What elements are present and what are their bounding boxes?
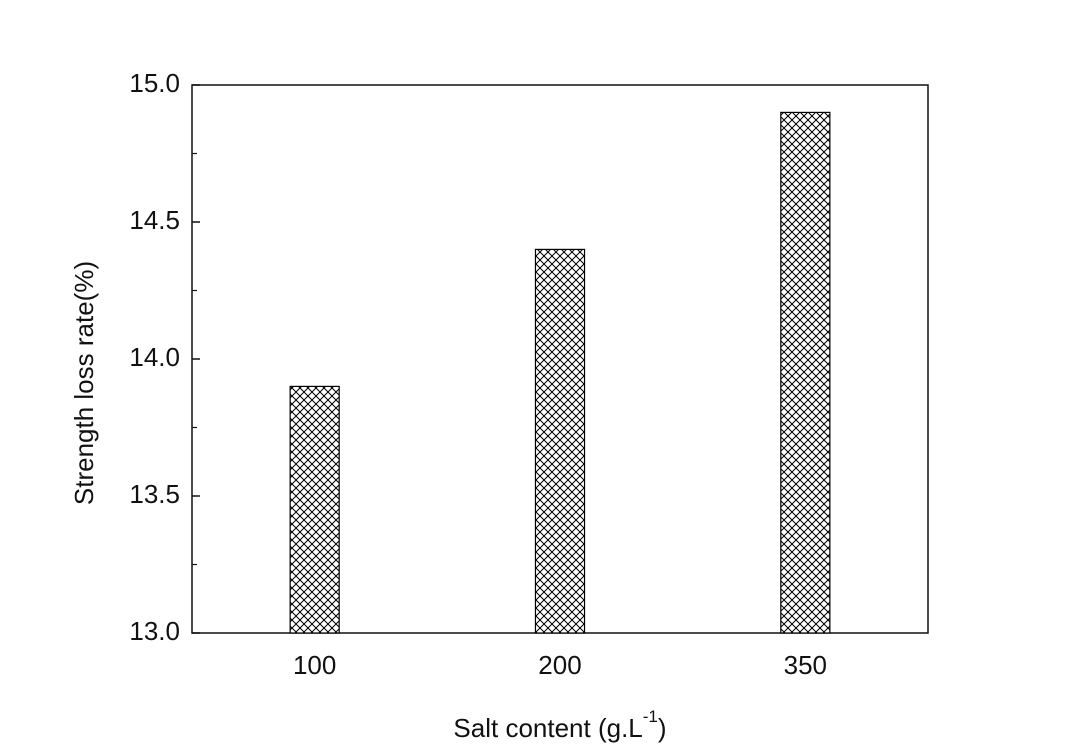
y-tick-label: 13.5 [129, 479, 180, 509]
x-axis-title-suffix: ) [658, 713, 667, 743]
x-axis-title-main: Salt content (g.L [453, 713, 642, 743]
y-tick-label: 14.5 [129, 205, 180, 235]
x-tick-label: 350 [784, 650, 827, 680]
x-tick-label: 100 [293, 650, 336, 680]
y-axis-title: Strength loss rate(%) [69, 261, 99, 505]
x-axis-title: Salt content (g.L-1) [453, 707, 666, 742]
bar [780, 111, 831, 634]
x-tick-label: 200 [538, 650, 581, 680]
x-axis-title-superscript: -1 [643, 707, 658, 726]
y-tick-label: 13.0 [129, 616, 180, 646]
y-tick-label: 15.0 [129, 68, 180, 98]
y-tick-label: 14.0 [129, 342, 180, 372]
bar [534, 248, 586, 634]
bar [289, 385, 340, 634]
